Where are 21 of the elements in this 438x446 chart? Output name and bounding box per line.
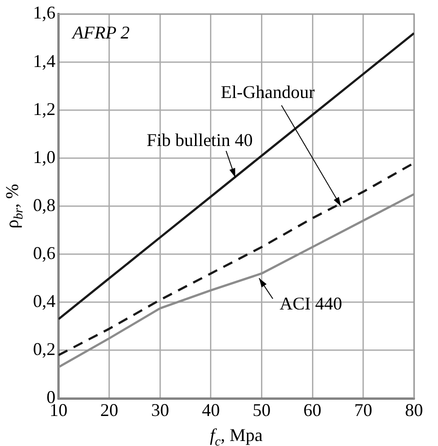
- y-tick-label: 1,0: [33, 146, 56, 167]
- y-tick-label: 0,4: [33, 291, 56, 312]
- y-tick-label: 1,4: [33, 50, 56, 71]
- x-tick-label: 30: [151, 400, 170, 420]
- x-tick-label: 80: [405, 400, 423, 420]
- x-tick-label: 70: [354, 400, 372, 420]
- series-label: Fib bulletin 40: [146, 130, 253, 150]
- series-label: ACI 440: [280, 293, 342, 314]
- annotation: AFRP 2: [72, 22, 130, 43]
- y-tick-label: 1,6: [33, 2, 56, 23]
- x-tick-label: 60: [303, 400, 322, 420]
- text: El-Ghandour: [220, 82, 315, 102]
- y-tick-label: 0,6: [33, 242, 56, 263]
- x-tick-label: 20: [100, 400, 118, 420]
- x-tick-label: 40: [202, 400, 220, 420]
- y-tick-label: 0,2: [33, 339, 56, 360]
- line-series: [58, 162, 414, 356]
- y-tick-label: 1,2: [33, 98, 56, 119]
- x-tick-label: 50: [252, 400, 271, 420]
- y-tick-label: 0,8: [33, 194, 56, 215]
- y-axis-title: ρbr, %: [2, 184, 26, 228]
